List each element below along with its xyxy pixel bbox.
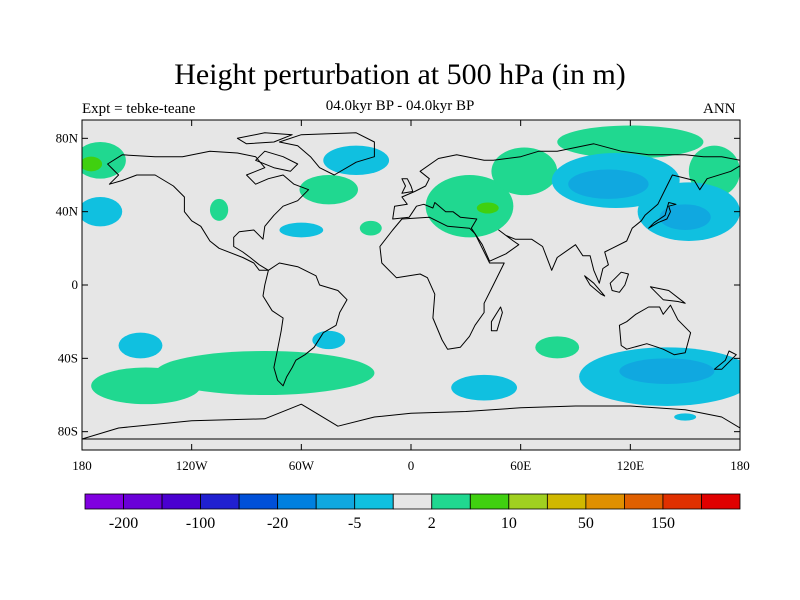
map-subtitle: 04.0kyr BP - 04.0kyr BP	[325, 98, 475, 114]
colorbar-swatch	[354, 493, 394, 510]
map-axes: 180 120W 60W 0 60E 120E 180 80N 40N 0 40S 80S	[56, 120, 750, 473]
region-4	[82, 156, 103, 172]
region-6	[279, 222, 324, 238]
region-20	[91, 367, 201, 405]
coastline-antarctica	[82, 403, 740, 440]
colorbar-swatch	[469, 493, 510, 510]
colorbar-label: -5	[348, 515, 361, 532]
region-8	[425, 175, 514, 238]
colorbar-swatch	[662, 493, 702, 510]
colorbar-swatch	[392, 493, 433, 510]
coastline-north-america	[107, 150, 310, 271]
lat-tick-label: 80S	[58, 424, 78, 439]
colorbar-label: -200	[109, 515, 138, 532]
lon-tick-label: 0	[408, 458, 415, 473]
region-0	[323, 145, 390, 175]
coastline-uk	[401, 178, 414, 194]
coastline-greenland	[278, 132, 375, 176]
colorbar-label: -20	[267, 515, 288, 532]
region-11	[557, 125, 704, 159]
colorbar-swatch	[238, 493, 279, 510]
lat-tick-label: 0	[72, 277, 79, 292]
coastline-baffin	[255, 150, 299, 172]
colorbar-swatch	[200, 493, 240, 510]
colorbar-label: 50	[578, 515, 594, 532]
colorbar-swatch	[161, 493, 201, 510]
coastline-australia	[618, 304, 692, 356]
lat-tick-label: 40N	[56, 204, 79, 219]
coastlines	[82, 132, 740, 440]
coastline-ellesmere	[236, 132, 293, 145]
region-10	[476, 202, 499, 214]
coastline-borneo	[609, 271, 629, 293]
colorbar-swatch	[431, 493, 471, 510]
region-22	[451, 374, 518, 401]
region-19	[155, 351, 375, 395]
lon-tick-label: 60W	[289, 458, 315, 473]
coastline-new-zealand	[713, 350, 737, 370]
perturbation-regions	[82, 125, 740, 421]
region-21	[535, 336, 580, 359]
region-17	[118, 332, 163, 359]
colorbar-label: 2	[428, 515, 436, 532]
region-1	[299, 175, 358, 205]
coastline-africa	[379, 216, 505, 350]
map-title: Height perturbation at 500 hPa (in m)	[174, 58, 626, 91]
colorbar-swatch	[315, 493, 356, 510]
colorbar-swatch	[546, 493, 587, 510]
region-9	[491, 147, 558, 196]
lat-tick-label: 80N	[56, 130, 79, 145]
lon-tick-label: 60E	[510, 458, 531, 473]
colorbar-swatch	[624, 493, 664, 510]
colorbar-label: 10	[501, 515, 517, 532]
coastline-madagascar	[490, 306, 503, 332]
colorbar-swatch	[508, 493, 548, 510]
colorbar-label: 150	[651, 515, 675, 532]
colorbar: -200 -100 -20 -5 2 10 50 150	[84, 493, 741, 532]
region-18	[312, 330, 346, 350]
coastline-japan	[648, 202, 677, 229]
region-5	[209, 198, 229, 221]
coastline-eurasia	[392, 143, 740, 284]
region-16	[659, 204, 711, 231]
colorbar-label: -100	[186, 515, 215, 532]
lon-tick-label: 120E	[617, 458, 645, 473]
lon-tick-label: 120W	[176, 458, 209, 473]
lon-tick-label: 180	[72, 458, 92, 473]
coastline-sumatra	[584, 275, 606, 297]
region-7	[359, 220, 382, 236]
colorbar-swatch	[701, 493, 741, 510]
coastline-new-guinea	[649, 286, 686, 304]
region-14	[568, 169, 649, 199]
lat-tick-label: 40S	[58, 350, 78, 365]
region-2	[82, 197, 123, 227]
coastline-south-america	[262, 262, 348, 387]
season-label: ANN	[703, 101, 736, 117]
colorbar-swatch	[84, 493, 124, 510]
region-25	[674, 413, 697, 421]
colorbar-swatch	[585, 493, 625, 510]
colorbar-swatch	[123, 493, 163, 510]
colorbar-swatch	[277, 493, 317, 510]
lon-tick-label: 180	[730, 458, 750, 473]
experiment-label: Expt = tebke-teane	[82, 101, 196, 117]
region-24	[619, 358, 715, 384]
